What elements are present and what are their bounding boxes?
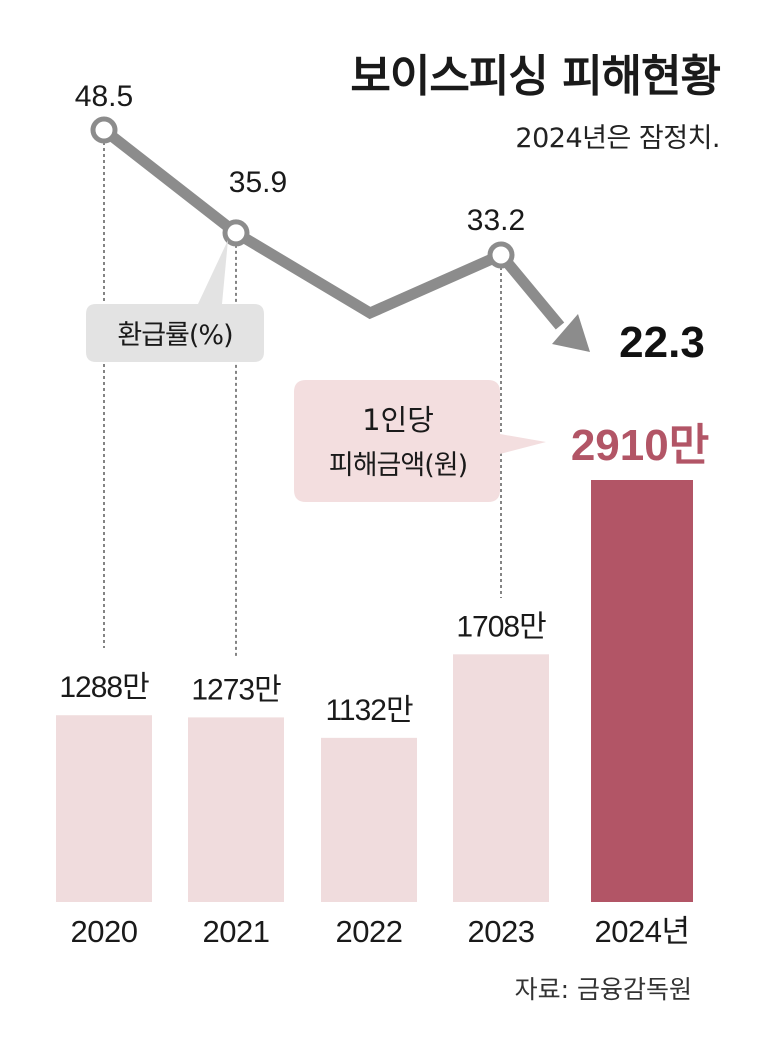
source-note: 자료: 금융감독원: [514, 975, 692, 1004]
line-value-label: 48.5: [75, 80, 133, 113]
legend-bubble-amount: [294, 380, 546, 502]
bar-2021: [188, 717, 284, 902]
bar-value-label: 1708만: [456, 610, 546, 643]
legend-label-amount-line1: 1인당: [362, 403, 434, 437]
bar-2022: [321, 737, 417, 902]
line-value-label-latest: 22.3: [619, 318, 705, 367]
x-tick-label: 2022: [336, 914, 403, 949]
bar-2024년: [591, 480, 693, 902]
x-tick-label: 2024년: [595, 914, 690, 949]
bar-value-label: 1288만: [59, 671, 149, 704]
bar-value-label: 1273만: [191, 673, 281, 706]
bar-value-label-highlight: 2910만: [571, 421, 709, 470]
line-value-label: 35.9: [229, 166, 287, 199]
line-point-marker: [487, 241, 515, 269]
line-point-marker: [222, 219, 250, 247]
chart-title: 보이스피싱 피해현황: [350, 51, 721, 102]
line-value-label: 33.2: [467, 204, 525, 237]
legend-bubble-rate: [86, 240, 264, 362]
legend-label-amount-line2: 피해금액(원): [329, 450, 467, 481]
line-series-rate: [100, 125, 565, 330]
bar-2023: [453, 654, 549, 902]
bar-value-label: 1132만: [325, 694, 413, 727]
x-tick-label: 2023: [468, 914, 535, 949]
bar-2020: [56, 715, 152, 902]
arrow-head: [552, 314, 590, 352]
legend-label-rate: 환급률(%): [117, 320, 232, 351]
x-tick-label: 2021: [203, 914, 270, 949]
line-point-marker: [90, 116, 118, 144]
chart-subtitle: 2024년은 잠정치.: [515, 123, 720, 154]
x-tick-label: 2020: [71, 914, 138, 949]
